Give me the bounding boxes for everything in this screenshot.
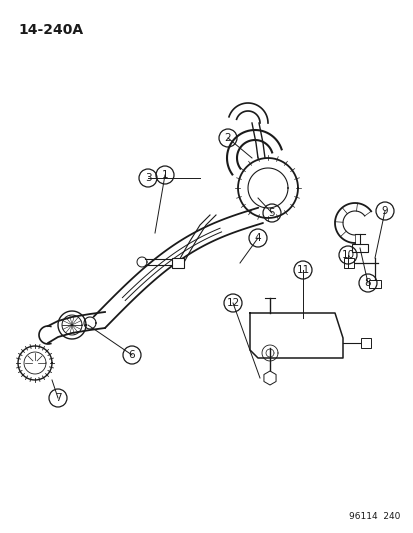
Text: 4: 4	[254, 233, 261, 243]
Text: 12: 12	[226, 298, 239, 308]
Text: 2: 2	[224, 133, 231, 143]
Text: 3: 3	[144, 173, 151, 183]
Text: 96114  240: 96114 240	[348, 512, 399, 521]
Bar	[368, 280, 380, 288]
Text: 11: 11	[296, 265, 309, 275]
Text: 14-240A: 14-240A	[18, 23, 83, 37]
Text: 5: 5	[268, 208, 275, 218]
Bar	[171, 258, 183, 268]
Text: 9: 9	[381, 206, 387, 216]
Text: 6: 6	[128, 350, 135, 360]
Text: 10: 10	[341, 250, 354, 260]
Text: 7: 7	[55, 393, 61, 403]
Bar	[343, 258, 353, 268]
Bar	[351, 244, 367, 252]
Text: 8: 8	[364, 278, 370, 288]
Text: 1: 1	[161, 170, 168, 180]
Bar	[360, 338, 370, 348]
